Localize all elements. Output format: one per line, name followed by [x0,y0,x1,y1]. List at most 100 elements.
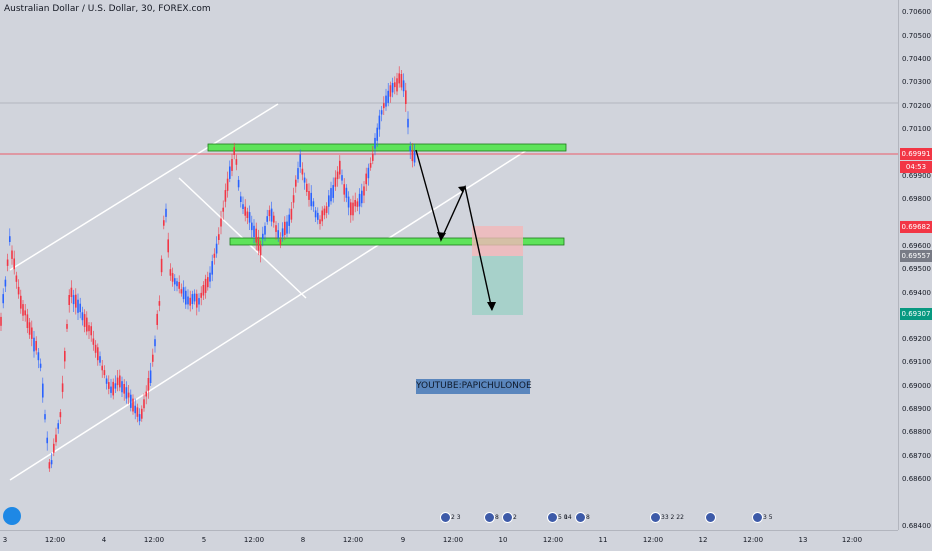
price-tick: 0.69800 [902,195,931,203]
candle-body [141,408,143,419]
candle-body [31,327,33,339]
candle-body [237,179,240,188]
candle-body [103,370,106,376]
economic-event[interactable]: 5 0 [547,512,568,524]
candle-body [297,168,299,180]
flag-icon [752,512,763,523]
candle-body [354,200,356,207]
arrow-head-2 [458,186,466,193]
candle-body [387,90,389,103]
time-tick: 12:00 [44,536,66,544]
candle-body [273,215,275,223]
candle-body [380,110,383,115]
price-axis[interactable]: 0.70600 0.70500 0.70400 0.70300 0.70200 … [898,0,932,530]
price-tick: 0.68400 [902,522,931,530]
current-price-tag: 0.69991 [900,148,932,160]
tradingview-logo-icon[interactable] [3,507,21,525]
economic-event[interactable]: 8 [484,512,499,524]
economic-event[interactable] [705,512,716,524]
candle-body [20,295,22,309]
candle-body [229,166,231,179]
candle-body [409,146,411,152]
candle-body [345,187,348,198]
candle-body [213,253,216,258]
candle-body [365,173,367,185]
economic-event[interactable]: 3 5 [752,512,773,524]
candle-body [70,287,73,297]
candle-body [251,222,253,231]
candle-body [64,351,66,362]
candle-body [334,177,337,187]
candle-body [347,196,350,208]
flag-icon [440,512,451,523]
candle-body [270,208,273,222]
economic-event[interactable]: 33 2 22 [650,512,684,524]
candle-body [99,356,101,363]
price-tick: 0.69600 [902,242,931,250]
flag-icon [547,512,558,523]
time-tick: 12:00 [243,536,265,544]
candle-body [134,405,136,414]
candle-body [303,177,306,183]
candle-body [39,363,42,368]
candle-body [0,316,2,326]
candle-body [81,312,84,321]
candle-body [281,228,284,237]
candle-body [75,294,77,308]
candle-body [389,85,392,97]
candle-body [156,313,158,325]
candle-body [44,414,46,420]
candle-body [68,295,70,305]
candle-body [94,344,97,353]
economic-event[interactable]: 2 3 [440,512,461,524]
economic-event[interactable]: 14 [564,514,572,521]
candle-body [204,278,207,293]
candle-body [121,381,123,393]
candle-body [6,259,9,266]
candle-body [246,211,249,218]
candle-body [149,370,152,383]
candle-body [343,184,345,195]
candle-body [158,301,161,306]
candle-body [15,275,18,282]
candle-body [92,338,95,345]
channel-lower-line [9,149,528,481]
time-tick: 9 [400,536,406,544]
time-tick: 12:00 [642,536,664,544]
candle-body [339,160,341,175]
candle-body [262,233,264,240]
candle-body [178,282,180,289]
candle-body [321,210,323,222]
flag-icon [484,512,495,523]
candle-body [169,269,172,276]
candle-body [325,206,328,213]
candle-body [376,127,378,141]
time-tick: 11 [598,536,608,544]
candle-body [138,414,141,422]
time-tick: 13 [798,536,808,544]
candle-body [61,383,64,392]
candle-body [90,326,92,336]
candle-body [312,201,315,207]
price-tick: 0.70600 [902,8,931,16]
candle-body [108,382,110,389]
watermark-label: YOUTUBE:PAPICHULONOE [416,379,532,394]
candle-body [264,225,266,235]
candle-body [191,294,194,304]
candle-body [50,460,53,465]
candle-body [367,167,370,179]
candle-body [222,207,224,212]
candle-body [378,115,381,130]
economic-event[interactable]: 2 [502,512,517,524]
price-tick: 0.69100 [902,358,931,366]
price-tick: 0.69900 [902,172,931,180]
economic-event[interactable]: 8 [575,512,590,524]
candle-body [240,196,242,202]
candle-body [398,73,400,84]
projection-path [415,149,493,311]
candle-body [97,347,99,361]
arrow-head-3 [487,302,496,311]
time-axis[interactable] [0,530,898,551]
